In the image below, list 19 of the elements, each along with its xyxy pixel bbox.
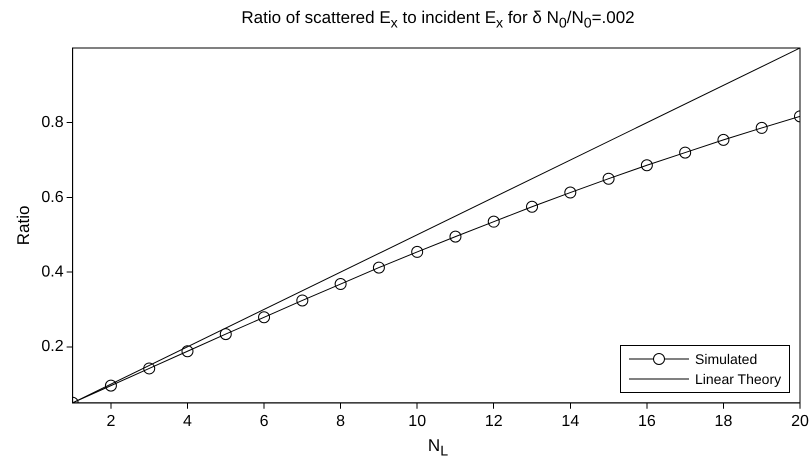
chart-title: Ratio of scattered E$_{x}$ to incident E$_{x}$ for δ N$_{0}$/N$_{0}$=.002 (241, 8, 635, 32)
legend-label: Linear Theory (695, 370, 782, 387)
x-tick-label: 10 (408, 412, 426, 430)
y-tick-label: 0.6 (41, 188, 64, 206)
x-tick-label: 12 (484, 412, 503, 430)
x-tick-label: 2 (106, 412, 116, 430)
y-tick-label: 0.2 (41, 338, 64, 356)
x-axis-title: N$_{L}$ (426, 436, 450, 460)
x-tick-label: 20 (791, 412, 809, 430)
y-tick-label: 0.8 (41, 114, 64, 132)
x-tick-label: 4 (183, 412, 192, 430)
legend-label: Simulated (695, 350, 758, 367)
x-tick-label: 18 (714, 412, 732, 430)
x-tick-label: 6 (260, 412, 269, 430)
x-tick-label: 8 (336, 412, 346, 430)
x-tick-label: 14 (561, 412, 580, 430)
y-axis-title: Ratio (14, 206, 33, 246)
y-tick-label: 0.4 (41, 263, 64, 280)
x-tick-label: 16 (638, 412, 656, 430)
